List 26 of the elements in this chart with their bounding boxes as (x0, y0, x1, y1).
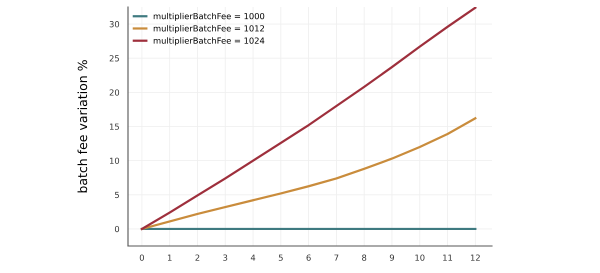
x-tick-label: 10 (415, 254, 425, 261)
line-series (140, 7, 476, 230)
y-tick-label: 0 (114, 226, 120, 232)
x-tick-label: 12 (470, 254, 480, 261)
x-tick-label: 2 (195, 254, 200, 261)
y-tick-label: 30 (110, 21, 120, 28)
x-tick-label: 0 (140, 254, 144, 261)
x-tick-label: 1 (168, 254, 172, 261)
legend-label: multiplierBatchFee = 1000 (154, 12, 264, 21)
x-tick-label: 7 (334, 254, 338, 261)
x-tick-label: 9 (390, 254, 394, 261)
y-tick-label: 25 (110, 55, 119, 62)
y-tick-label: 15 (110, 124, 119, 130)
x-tick-label: 6 (306, 254, 311, 261)
y-axis-title: batch fee variation % (78, 60, 88, 192)
line-series (140, 117, 476, 230)
x-tick-label: 8 (362, 254, 366, 261)
legend-label: multiplierBatchFee = 1012 (154, 25, 264, 34)
x-tick-label: 11 (443, 254, 452, 261)
x-tick-label: 5 (278, 254, 283, 261)
y-tick-label: 10 (110, 158, 120, 164)
legend-label: multiplierBatchFee = 1024 (154, 37, 264, 46)
x-tick-label: 4 (250, 254, 256, 261)
y-tick-label: 5 (115, 192, 119, 198)
y-tick-label: 20 (110, 89, 120, 96)
x-tick-label: 3 (223, 254, 228, 261)
